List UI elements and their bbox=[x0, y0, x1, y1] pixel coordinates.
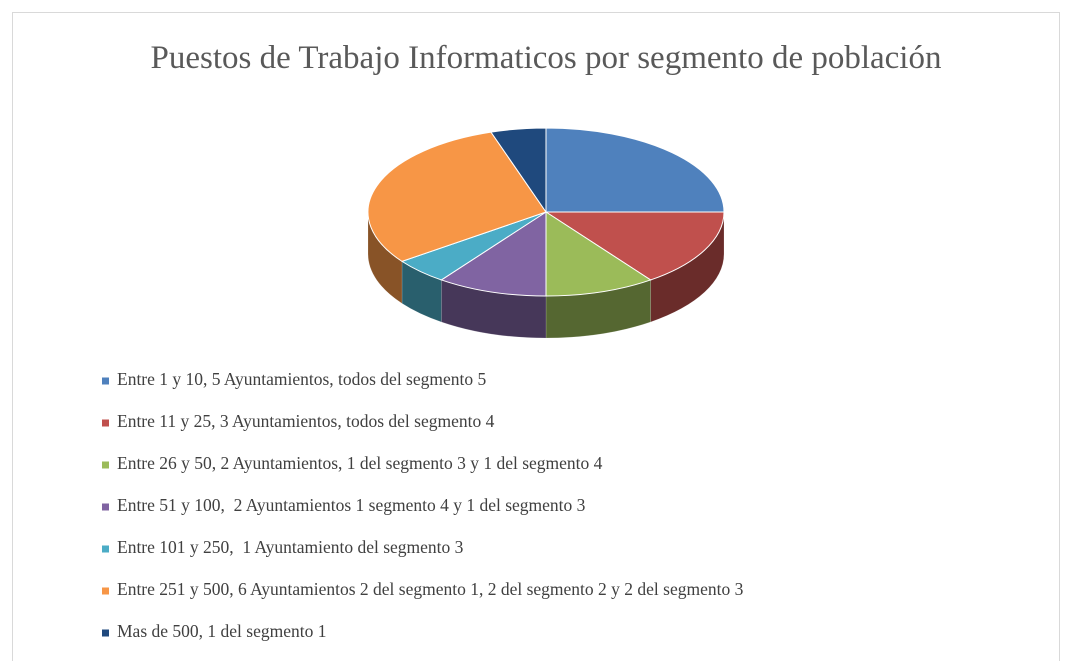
legend-swatch bbox=[102, 377, 109, 385]
legend-swatch bbox=[102, 587, 109, 595]
legend-swatch bbox=[102, 629, 109, 637]
legend-swatch bbox=[102, 461, 109, 469]
slice bbox=[545, 127, 725, 213]
chart-title: Puestos de Trabajo Informaticos por segm… bbox=[150, 40, 942, 76]
slice bbox=[544, 211, 725, 281]
legend-swatch bbox=[102, 503, 109, 511]
slice bbox=[490, 127, 547, 214]
slice bbox=[367, 131, 547, 262]
slice bbox=[440, 211, 547, 297]
slice bbox=[545, 211, 652, 297]
legend-label: Entre 51 y 100, 2 Ayuntamientos 1 segmen… bbox=[117, 495, 586, 515]
legend-swatch bbox=[102, 419, 109, 427]
legend-swatch bbox=[102, 545, 109, 553]
legend-label: Entre 1 y 10, 5 Ayuntamientos, todos del… bbox=[117, 369, 487, 389]
legend-label: Entre 251 y 500, 6 Ayuntamientos 2 del s… bbox=[117, 579, 744, 599]
legend-label: Entre 26 y 50, 2 Ayuntamientos, 1 del se… bbox=[117, 453, 603, 473]
legend-label: Entre 101 y 250, 1 Ayuntamiento del segm… bbox=[117, 537, 464, 557]
legend-label: Mas de 500, 1 del segmento 1 bbox=[117, 621, 326, 641]
legend-label: Entre 11 y 25, 3 Ayuntamientos, todos de… bbox=[117, 411, 495, 431]
